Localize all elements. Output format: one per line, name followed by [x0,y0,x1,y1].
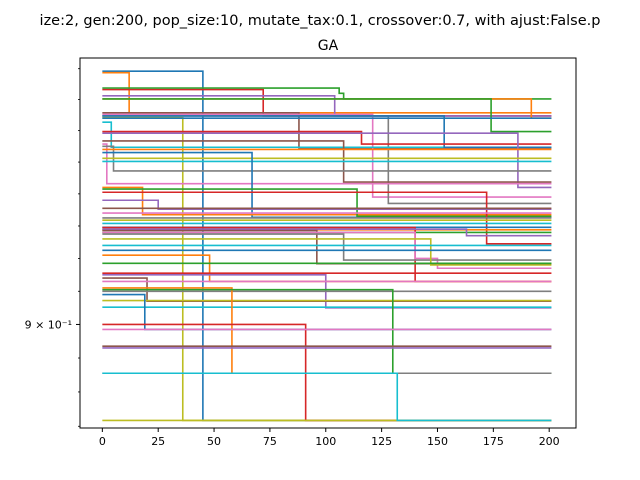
series-line-60 [102,372,552,422]
series-line-54 [102,323,552,422]
y-tick-label: 9 × 10⁻¹ [25,318,72,331]
series-line-25 [102,199,552,211]
x-axis: 0 25 50 75 100 125 150 175 200 [99,428,560,448]
x-tick-label: 50 [207,435,221,448]
x-tick-label: 150 [427,435,448,448]
series-line-8 [102,115,552,205]
chart-title: GA [318,38,339,54]
series-line-11 [102,115,552,149]
series-line-13 [102,98,552,133]
plot-frame [79,57,577,429]
series-line-22 [102,186,552,216]
series-line-17 [102,143,552,185]
series-line-4 [102,88,552,117]
series-line-2 [102,71,552,114]
x-tick-label: 25 [151,435,165,448]
series-line-15 [102,132,552,189]
x-tick-label: 75 [263,435,277,448]
series-line-14 [102,130,552,145]
series-line-39 [102,238,552,266]
series-line-37 [102,231,552,270]
y-axis: 9 × 10⁻¹ [25,68,80,427]
x-tick-label: 175 [483,435,504,448]
series-line-23 [102,188,552,218]
series-line-38 [102,233,552,261]
series-line-7 [102,113,552,198]
x-tick-label: 125 [371,435,392,448]
series-layer [102,70,552,422]
x-tick-label: 0 [99,435,106,448]
series-line-35 [102,228,552,237]
series-line-53 [102,288,552,375]
x-tick-label: 200 [539,435,560,448]
series-line-10 [102,121,552,149]
x-tick-label: 100 [315,435,336,448]
figure-suptitle: ize:2, gen:200, pop_size:10, mutate_tax:… [40,13,601,29]
